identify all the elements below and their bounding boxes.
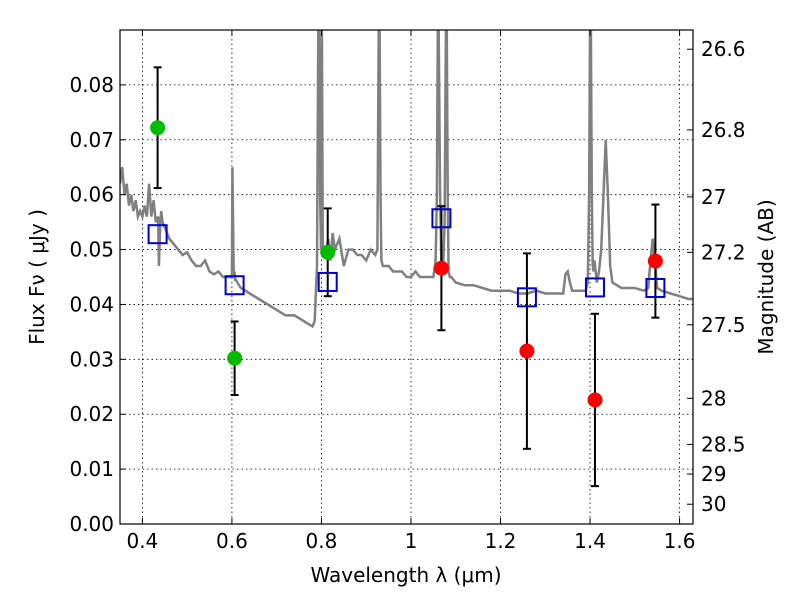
y-tick-label: 0.01 (69, 457, 114, 481)
y-tick-label: 0.03 (69, 347, 114, 371)
right-tick-label: 26.8 (701, 118, 746, 142)
right-tick-label: 27 (701, 185, 726, 209)
x-tick-label: 0.6 (216, 529, 248, 553)
x-tick-label: 1 (405, 529, 418, 553)
model-square-marker (224, 275, 245, 296)
model-square-marker (431, 208, 452, 229)
data-points (147, 66, 666, 488)
right-tick-label: 27.5 (701, 313, 746, 337)
y-tick-label: 0.04 (69, 292, 114, 316)
right-tick-label: 29 (701, 462, 726, 486)
right-tick-label: 27.2 (701, 240, 746, 264)
photometry-point (433, 260, 449, 276)
y-tick-label: 0.02 (69, 402, 114, 426)
photometry-point (519, 343, 535, 359)
photometry-point (647, 253, 663, 269)
y-tick-label: 0.00 (69, 512, 114, 536)
y-axis-label-right: Magnitude (AB) (754, 199, 778, 354)
photometry-point (320, 244, 336, 260)
x-axis-label: Wavelength λ (μm) (310, 563, 501, 587)
y-tick-label: 0.05 (69, 238, 114, 262)
ticks: 0.4 0.6 0.8 1 1.2 1.4 1.6 0.00 0.01 0.02 0.03 0.04 0… (69, 30, 746, 553)
right-tick-label: 28 (701, 386, 726, 410)
model-square-marker (317, 271, 338, 292)
model-square-marker (147, 224, 168, 245)
axes-border (119, 29, 694, 525)
model-square-marker (645, 277, 666, 298)
y-tick-label: 0.08 (69, 73, 114, 97)
y-tick-label: 0.07 (69, 128, 114, 152)
model-spectrum-line (120, 30, 693, 329)
x-tick-label: 1.6 (664, 529, 696, 553)
photometry-point (587, 392, 603, 408)
x-tick-label: 0.8 (306, 529, 338, 553)
x-tick-label: 0.4 (126, 529, 158, 553)
model-square-marker (516, 287, 537, 308)
model-square-marker (584, 277, 605, 298)
right-tick-label: 30 (701, 492, 726, 516)
y-axis-label-left: Flux Fν ( μJy ) (25, 209, 49, 345)
x-tick-label: 1.4 (574, 529, 606, 553)
right-tick-label: 28.5 (701, 432, 746, 456)
y-tick-label: 0.06 (69, 183, 114, 207)
right-tick-label: 26.6 (701, 37, 746, 61)
photometry-point (150, 120, 166, 136)
spectrum-layer (120, 30, 693, 329)
x-tick-label: 1.2 (485, 529, 517, 553)
photometry-point (227, 350, 243, 366)
